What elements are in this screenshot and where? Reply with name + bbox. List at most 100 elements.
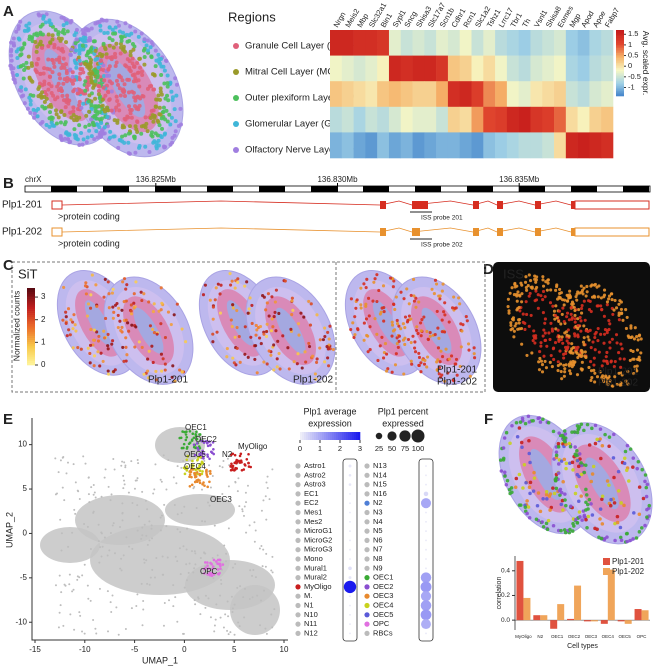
spot	[509, 324, 512, 327]
spot	[544, 295, 547, 298]
spot	[629, 327, 632, 330]
spot	[600, 537, 604, 541]
spot	[611, 338, 614, 341]
umap-cell	[123, 554, 125, 556]
umap-cell	[186, 446, 189, 449]
spot	[585, 526, 589, 530]
spot	[576, 324, 579, 327]
heatmap-cell	[519, 132, 531, 158]
umap-cell	[210, 486, 212, 488]
heatmap-cell	[495, 107, 507, 133]
spot	[229, 283, 232, 286]
spot	[448, 358, 451, 361]
umap-cell	[260, 545, 262, 547]
spot	[564, 432, 568, 436]
umap-cell	[206, 475, 209, 478]
umap-cell	[146, 508, 148, 510]
legend-swatch	[603, 558, 610, 565]
spot	[149, 84, 153, 88]
spot	[365, 317, 368, 320]
spot	[593, 380, 596, 383]
spot	[568, 364, 571, 367]
spot	[151, 72, 155, 76]
colorbar-step	[348, 432, 350, 440]
ruler-block	[415, 186, 441, 192]
cluster-swatch	[364, 491, 369, 496]
spot	[104, 317, 107, 320]
spot	[594, 424, 598, 428]
spot	[137, 35, 141, 39]
heatmap-cell	[424, 107, 436, 133]
spot	[55, 112, 59, 116]
colorbar-step	[27, 288, 35, 290]
spot	[78, 48, 82, 52]
spot	[606, 331, 609, 334]
spot	[457, 296, 460, 299]
spot	[508, 442, 512, 446]
cluster-swatch	[364, 463, 369, 468]
colorbar-step	[332, 432, 334, 440]
colorbar-tick-label: 1	[318, 444, 322, 453]
y-axis-label: correlation	[496, 577, 503, 610]
spot	[612, 309, 615, 312]
spot	[288, 367, 291, 370]
spot	[625, 327, 628, 330]
method-label: SiT	[18, 266, 38, 281]
umap-cell	[271, 468, 273, 470]
spot	[311, 355, 314, 358]
legend-title: expressed	[382, 418, 424, 428]
heatmap-cell	[389, 81, 401, 107]
spot	[617, 314, 620, 317]
umap-cell	[163, 454, 165, 456]
umap-cell	[90, 548, 92, 550]
spot	[212, 306, 215, 309]
umap-cell	[186, 528, 188, 530]
spot	[606, 300, 609, 303]
spot	[77, 103, 81, 107]
colorbar-step	[27, 327, 35, 329]
spot	[375, 273, 378, 276]
heatmap-cell	[436, 81, 448, 107]
spot	[505, 483, 509, 487]
spot	[142, 49, 146, 53]
spot	[154, 370, 157, 373]
spot	[138, 340, 141, 343]
spot	[108, 56, 112, 60]
umap-cell	[81, 574, 83, 576]
spot	[281, 334, 284, 337]
spot	[573, 445, 577, 449]
spot	[180, 328, 183, 331]
spot	[633, 337, 636, 340]
spot	[441, 319, 444, 322]
spot	[125, 40, 129, 44]
spot	[597, 295, 600, 298]
spot	[142, 124, 146, 128]
spot	[580, 285, 583, 288]
x-tick-label: -5	[131, 645, 139, 654]
umap-cell	[54, 457, 56, 459]
spot	[315, 313, 318, 316]
spot	[284, 279, 287, 282]
umap-cell	[62, 625, 64, 627]
spot	[62, 113, 66, 117]
exon	[473, 201, 479, 209]
spot	[597, 284, 600, 287]
umap-cell	[149, 539, 151, 541]
y-axis-label: UMAP_2	[4, 512, 14, 548]
colorbar-step	[344, 432, 346, 440]
spot	[107, 74, 111, 78]
heatmap-cell	[377, 107, 389, 133]
spot	[429, 331, 432, 334]
spot	[542, 328, 545, 331]
spot	[236, 281, 239, 284]
umap-cell	[231, 611, 233, 613]
heatmap-cell	[330, 132, 342, 158]
spot	[437, 337, 440, 340]
spot	[569, 372, 572, 375]
spot	[377, 289, 380, 292]
spot	[115, 95, 119, 99]
spot	[545, 366, 548, 369]
cluster-name: Mural1	[304, 563, 327, 572]
spot	[244, 325, 247, 328]
spot	[507, 298, 510, 301]
